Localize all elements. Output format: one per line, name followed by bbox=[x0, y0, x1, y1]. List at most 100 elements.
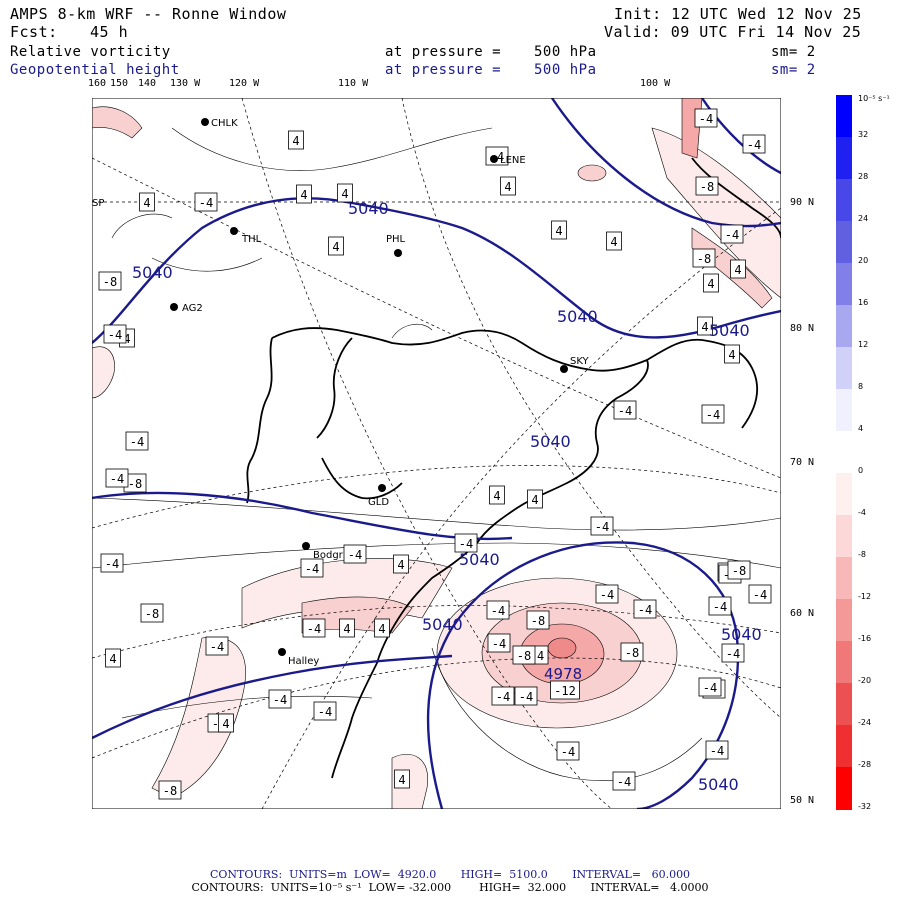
field-1-name: Relative vorticity bbox=[10, 44, 171, 60]
vorticity-value-label: -8 bbox=[123, 473, 147, 493]
field-2-name: Geopotential height bbox=[10, 62, 180, 78]
station-dot[interactable] bbox=[278, 648, 286, 656]
height-contour-info: CONTOURS: UNITS=m LOW= 4920.0 HIGH= 5100… bbox=[209, 868, 691, 881]
vorticity-value-label: -8 bbox=[512, 645, 536, 665]
vorticity-value-label: -12 bbox=[550, 680, 580, 700]
station-label: SKY bbox=[570, 356, 590, 367]
svg-text:-4: -4 bbox=[459, 537, 473, 551]
colorbar-segment bbox=[836, 641, 852, 684]
vorticity-value-label: -8 bbox=[140, 603, 164, 623]
vorticity-value-label: 4 bbox=[703, 273, 719, 293]
station-dot[interactable] bbox=[302, 542, 310, 550]
field-1-smoothing: sm= 2 bbox=[771, 44, 816, 60]
svg-text:-4: -4 bbox=[706, 408, 720, 422]
vorticity-label-layer: -4-44-84-4-44-4-844444-844444-4-4-4-8-4-… bbox=[98, 108, 772, 800]
colorbar-tick-label: 24 bbox=[858, 214, 869, 223]
colorbar-segment bbox=[836, 305, 852, 348]
vorticity-value-label: -4 bbox=[487, 633, 511, 653]
vorticity-value-label: 4 bbox=[374, 618, 390, 638]
svg-text:4: 4 bbox=[343, 622, 350, 636]
height-value-label: 5040 bbox=[709, 321, 750, 340]
svg-text:-8: -8 bbox=[700, 180, 714, 194]
height-value-label: 5040 bbox=[132, 263, 173, 282]
vorticity-value-label: -8 bbox=[526, 610, 550, 630]
field-1-pressure: 500 hPa bbox=[534, 44, 597, 60]
vorticity-value-label: -4 bbox=[721, 643, 745, 663]
svg-text:-8: -8 bbox=[625, 646, 639, 660]
colorbar-tick-label: 32 bbox=[858, 130, 869, 139]
colorbar-segment bbox=[836, 347, 852, 390]
vorticity-value-label: -4 bbox=[595, 584, 619, 604]
svg-text:-8: -8 bbox=[697, 252, 711, 266]
colorbar-segment bbox=[836, 95, 852, 138]
height-value-label: 5040 bbox=[698, 775, 739, 794]
vorticity-value-label: -8 bbox=[692, 248, 716, 268]
svg-text:4: 4 bbox=[109, 652, 116, 666]
svg-text:4: 4 bbox=[531, 493, 538, 507]
colorbar-tick-label: 28 bbox=[858, 172, 869, 181]
vorticity-value-label: 4 bbox=[551, 220, 567, 240]
vorticity-value-label: -8 bbox=[158, 780, 182, 800]
station-dot[interactable] bbox=[378, 484, 386, 492]
station-dot[interactable] bbox=[170, 303, 178, 311]
height-value-label: 5040 bbox=[530, 432, 571, 451]
vorticity-value-label: 4 bbox=[697, 316, 713, 336]
height-value-label: 5040 bbox=[348, 199, 389, 218]
svg-text:-4: -4 bbox=[491, 604, 505, 618]
station-dot[interactable] bbox=[201, 118, 209, 126]
svg-text:-8: -8 bbox=[128, 477, 142, 491]
height-value-label: 5040 bbox=[422, 615, 463, 634]
lon-label: 150 bbox=[110, 78, 129, 89]
station-dot[interactable] bbox=[230, 227, 238, 235]
vorticity-value-label: 4 bbox=[724, 344, 740, 364]
vorticity-value-label: -8 bbox=[695, 176, 719, 196]
colorbar-segment bbox=[836, 767, 852, 810]
svg-text:4: 4 bbox=[341, 187, 348, 201]
lon-label: 110 W bbox=[338, 78, 369, 89]
vorticity-value-label: -4 bbox=[705, 740, 729, 760]
colorbar-tick-label: -12 bbox=[858, 592, 872, 601]
colorbar-tick-label: -4 bbox=[858, 508, 866, 517]
vorticity-value-label: 4 bbox=[139, 192, 155, 212]
svg-text:-4: -4 bbox=[105, 557, 119, 571]
vorticity-value-label: -4 bbox=[100, 553, 124, 573]
lat-label: 60 N bbox=[790, 608, 815, 619]
vorticity-contour-info: CONTOURS: UNITS=10⁻⁵ s⁻¹ LOW= -32.000 HI… bbox=[191, 881, 709, 894]
vorticity-value-label: 4 bbox=[500, 176, 516, 196]
lon-label: 130 W bbox=[170, 78, 201, 89]
colorbar-segment bbox=[836, 221, 852, 264]
map-panel[interactable]: -4-44-84-4-44-4-844444-844444-4-4-4-8-4-… bbox=[92, 98, 781, 809]
svg-text:-4: -4 bbox=[618, 404, 632, 418]
svg-text:4: 4 bbox=[378, 622, 385, 636]
svg-text:-8: -8 bbox=[145, 607, 159, 621]
svg-text:-4: -4 bbox=[199, 196, 213, 210]
svg-text:4: 4 bbox=[493, 489, 500, 503]
vorticity-value-label: -4 bbox=[313, 701, 337, 721]
svg-text:-4: -4 bbox=[519, 690, 533, 704]
station-label: THL bbox=[241, 234, 262, 245]
colorbar-tick-label: 20 bbox=[858, 256, 869, 265]
svg-text:-4: -4 bbox=[725, 228, 739, 242]
svg-text:-4: -4 bbox=[726, 647, 740, 661]
vorticity-value-label: -8 bbox=[620, 642, 644, 662]
vorticity-value-label: -4 bbox=[612, 771, 636, 791]
svg-text:-4: -4 bbox=[130, 435, 144, 449]
svg-text:4: 4 bbox=[398, 773, 405, 787]
station-dot[interactable] bbox=[560, 365, 568, 373]
colorbar-tick-label: -24 bbox=[858, 718, 872, 727]
svg-text:4: 4 bbox=[292, 134, 299, 148]
vorticity-value-label: 4 bbox=[218, 713, 234, 733]
svg-text:-4: -4 bbox=[492, 637, 506, 651]
colorbar-tick-label: 8 bbox=[858, 382, 864, 391]
station-dot[interactable] bbox=[394, 249, 402, 257]
station-label: GLD bbox=[368, 497, 389, 508]
map-title: AMPS 8-km WRF -- Ronne Window bbox=[10, 5, 287, 23]
vorticity-value-label: -4 bbox=[708, 596, 732, 616]
vorticity-value-label: 4 bbox=[489, 485, 505, 505]
station-dot[interactable] bbox=[490, 155, 498, 163]
svg-text:-4: -4 bbox=[600, 588, 614, 602]
height-value-label: 5040 bbox=[721, 625, 762, 644]
vorticity-value-label: -4 bbox=[268, 689, 292, 709]
colorbar bbox=[836, 95, 852, 810]
colorbar-segment bbox=[836, 263, 852, 306]
